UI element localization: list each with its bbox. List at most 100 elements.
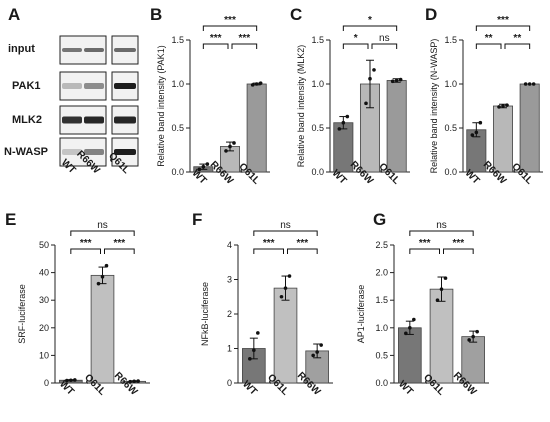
y-tick-label: 2.5 xyxy=(375,240,388,250)
y-tick-label: 0.0 xyxy=(444,167,457,177)
bar-q61l xyxy=(90,274,115,384)
y-tick-label: 1.0 xyxy=(444,79,457,89)
data-point xyxy=(527,82,532,86)
y-tick-label: 0.0 xyxy=(311,167,324,177)
significance-bracket xyxy=(371,43,398,49)
data-point xyxy=(65,378,69,383)
y-tick-label: 1.0 xyxy=(311,79,324,89)
y-tick-label: 0.5 xyxy=(375,350,388,360)
significance-bracket xyxy=(287,248,318,254)
data-point xyxy=(497,105,501,109)
blot-band xyxy=(62,48,82,52)
data-point xyxy=(197,167,202,172)
significance-bracket xyxy=(342,25,398,31)
data-point xyxy=(283,286,288,290)
data-point xyxy=(398,77,403,82)
blot-band xyxy=(114,48,136,52)
significance-bracket xyxy=(70,248,101,254)
data-point xyxy=(345,114,350,119)
significance-bracket xyxy=(104,248,135,254)
data-point xyxy=(104,263,109,268)
data-point xyxy=(136,379,140,383)
y-tick-label: 0.5 xyxy=(171,123,184,133)
y-tick-label: 0.0 xyxy=(171,167,184,177)
y-tick-label: 50 xyxy=(39,240,49,250)
blot-row-label-input: input xyxy=(8,43,35,55)
significance-label: *** xyxy=(452,238,464,249)
data-point xyxy=(439,287,444,291)
blot-band xyxy=(114,149,136,155)
y-tick-label: 1.5 xyxy=(444,35,457,45)
significance-label: * xyxy=(354,33,358,44)
significance-label: *** xyxy=(224,15,236,26)
data-point xyxy=(390,79,395,84)
significance-bracket xyxy=(253,230,318,236)
blot-band xyxy=(84,83,104,89)
panel-letter-d: D xyxy=(425,5,437,24)
significance-label: * xyxy=(368,15,372,26)
blot-band xyxy=(84,116,104,124)
data-point xyxy=(412,317,416,322)
bar-wt xyxy=(398,327,422,384)
panel-letter-f: F xyxy=(192,210,202,229)
significance-label: *** xyxy=(263,238,275,249)
y-tick-label: 2.0 xyxy=(375,268,388,278)
data-point xyxy=(232,141,236,145)
significance-bracket xyxy=(202,25,258,31)
y-axis-label: Relative band intensity (MLK2) xyxy=(296,45,306,168)
y-tick-label: 0.5 xyxy=(444,123,457,133)
data-point xyxy=(319,343,323,347)
significance-bracket xyxy=(504,43,531,49)
significance-label: *** xyxy=(210,33,222,44)
blot-band xyxy=(114,83,136,89)
blot-box-left xyxy=(59,71,107,101)
data-point xyxy=(341,120,346,125)
y-axis-label: AP1-luciferase xyxy=(356,285,366,344)
blot-band xyxy=(114,116,136,124)
y-tick-label: 40 xyxy=(39,268,49,278)
significance-bracket xyxy=(409,248,440,254)
panel-letter-b: B xyxy=(150,5,162,24)
y-tick-label: 1.5 xyxy=(171,35,184,45)
significance-label: *** xyxy=(497,15,509,26)
y-tick-label: 1.0 xyxy=(171,79,184,89)
data-point xyxy=(478,120,483,125)
data-point xyxy=(250,83,255,87)
data-point xyxy=(474,130,479,135)
y-tick-label: 0.5 xyxy=(311,123,324,133)
bar-r66w xyxy=(492,105,513,173)
blot-row-label-mlk2: MLK2 xyxy=(12,114,42,126)
y-tick-label: 1 xyxy=(227,344,232,354)
data-point xyxy=(100,274,105,279)
blot-band xyxy=(62,116,82,124)
data-point xyxy=(228,144,232,149)
blot-band xyxy=(62,83,82,89)
x-tick-label-r66w: R66W xyxy=(112,370,140,398)
chart-d: 0.0 0.5 1.0 1.5 Relative band intensity (N-W… xyxy=(429,15,543,187)
blot-row-label-nwasp: N-WASP xyxy=(4,146,48,158)
bar-q61l xyxy=(273,287,298,384)
blot-band xyxy=(84,149,104,155)
bar-q61l xyxy=(519,83,540,173)
y-tick-label: 10 xyxy=(39,350,49,360)
y-tick-label: 3 xyxy=(227,275,232,285)
significance-bracket xyxy=(70,230,135,236)
data-point xyxy=(258,81,263,85)
y-tick-label: 4 xyxy=(227,240,232,250)
significance-label: ** xyxy=(485,33,493,44)
panel-letter-a: A xyxy=(8,5,20,24)
data-point xyxy=(73,378,77,382)
y-axis-label: Relative band intensity (PAK1) xyxy=(156,45,166,166)
data-point xyxy=(435,298,440,303)
panel-letter-e: E xyxy=(5,210,16,229)
panel-letter-g: G xyxy=(373,210,386,229)
y-tick-label: 2 xyxy=(227,309,232,319)
significance-bracket xyxy=(231,43,258,49)
y-axis-label: SRF-luciferase xyxy=(17,284,27,344)
chart-b: 0.0 0.5 1.0 1.5 Relative band intensity (PAK… xyxy=(156,15,270,187)
data-point xyxy=(372,68,376,72)
